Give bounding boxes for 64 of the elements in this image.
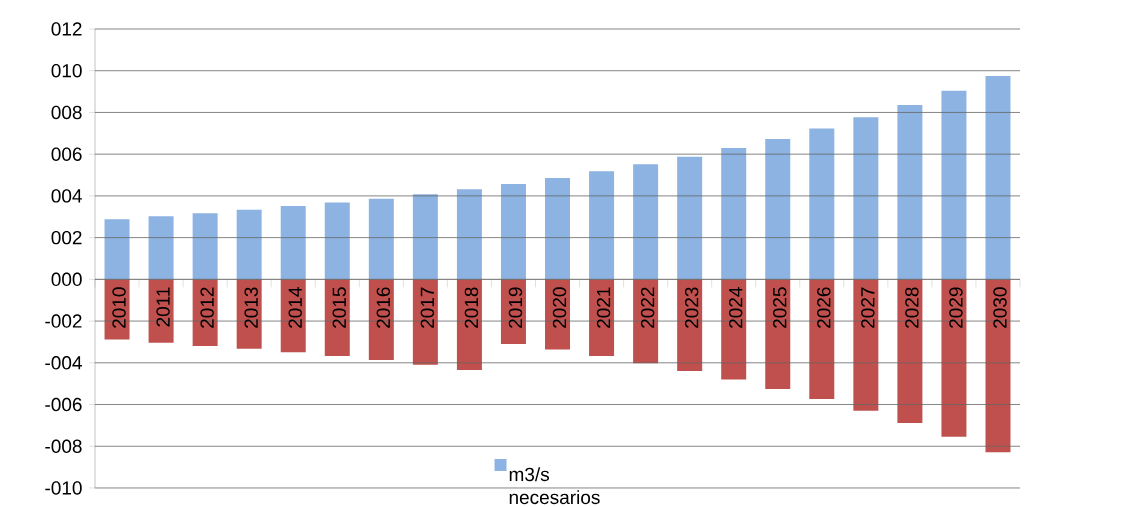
- bar: [721, 279, 747, 380]
- bar: [148, 216, 174, 280]
- bar: [985, 75, 1011, 280]
- bar: [985, 279, 1011, 453]
- bar: [853, 117, 879, 280]
- x-tick-label: 2013: [244, 287, 258, 328]
- y-tick-label: 008: [51, 105, 82, 120]
- y-tick-label: 010: [51, 63, 82, 78]
- y-tick-label: 006: [51, 147, 82, 161]
- legend-label: m3/s necesarios: [509, 467, 600, 505]
- bar: [104, 219, 130, 280]
- x-tick-label: 2015: [332, 287, 346, 328]
- bar: [941, 279, 967, 437]
- bar: [589, 279, 615, 357]
- bar: [456, 189, 482, 280]
- x-tick-label: 2019: [508, 287, 523, 328]
- bar: [324, 202, 350, 280]
- bar: [589, 171, 615, 280]
- x-tick-label: 2012: [200, 287, 214, 328]
- bar: [633, 164, 659, 280]
- bar: [941, 90, 967, 280]
- bar: [809, 128, 835, 280]
- x-tick-label: 2010: [112, 287, 126, 328]
- x-tick-label: 2016: [376, 287, 391, 328]
- y-tick-label: 004: [51, 189, 82, 203]
- bar: [192, 213, 218, 280]
- y-tick-label: 000: [51, 272, 82, 287]
- bar: [368, 198, 394, 280]
- x-tick-label: 2023: [684, 287, 699, 328]
- bar: [236, 209, 262, 280]
- x-tick-label: 2021: [596, 287, 611, 328]
- x-tick-label: 2022: [640, 287, 655, 328]
- bar: [897, 104, 923, 280]
- bar: [765, 138, 791, 280]
- bar: [545, 177, 571, 280]
- x-tick-label: 2018: [464, 287, 479, 328]
- bar: [280, 206, 306, 280]
- bar: [677, 156, 703, 280]
- y-tick-label: 002: [51, 230, 82, 245]
- bar: [853, 279, 879, 411]
- x-tick-label: 2028: [905, 287, 919, 328]
- y-tick-label: -008: [45, 439, 82, 453]
- x-tick-label: 2026: [817, 287, 831, 328]
- x-tick-label: 2024: [728, 287, 743, 328]
- y-tick-label: -010: [45, 481, 82, 495]
- y-tick-label: -004: [45, 356, 82, 370]
- bar: [765, 279, 791, 389]
- bar: [677, 279, 703, 371]
- x-tick-label: 2027: [861, 287, 875, 328]
- bar: [412, 194, 438, 280]
- x-tick-label: 2011: [156, 287, 170, 327]
- x-tick-label: 2030: [993, 287, 1007, 328]
- bar: [721, 148, 747, 280]
- bar: [500, 184, 526, 280]
- y-tick-label: 012: [51, 22, 82, 36]
- bar: [809, 279, 835, 399]
- y-tick-label: -006: [45, 397, 82, 412]
- bar: [897, 279, 923, 424]
- x-tick-label: 2020: [552, 287, 567, 328]
- x-tick-label: 2025: [773, 287, 787, 328]
- y-tick-label: -002: [45, 314, 82, 328]
- x-tick-label: 2017: [420, 287, 435, 328]
- x-tick-label: 2029: [949, 287, 963, 328]
- x-tick-label: 2014: [288, 287, 302, 328]
